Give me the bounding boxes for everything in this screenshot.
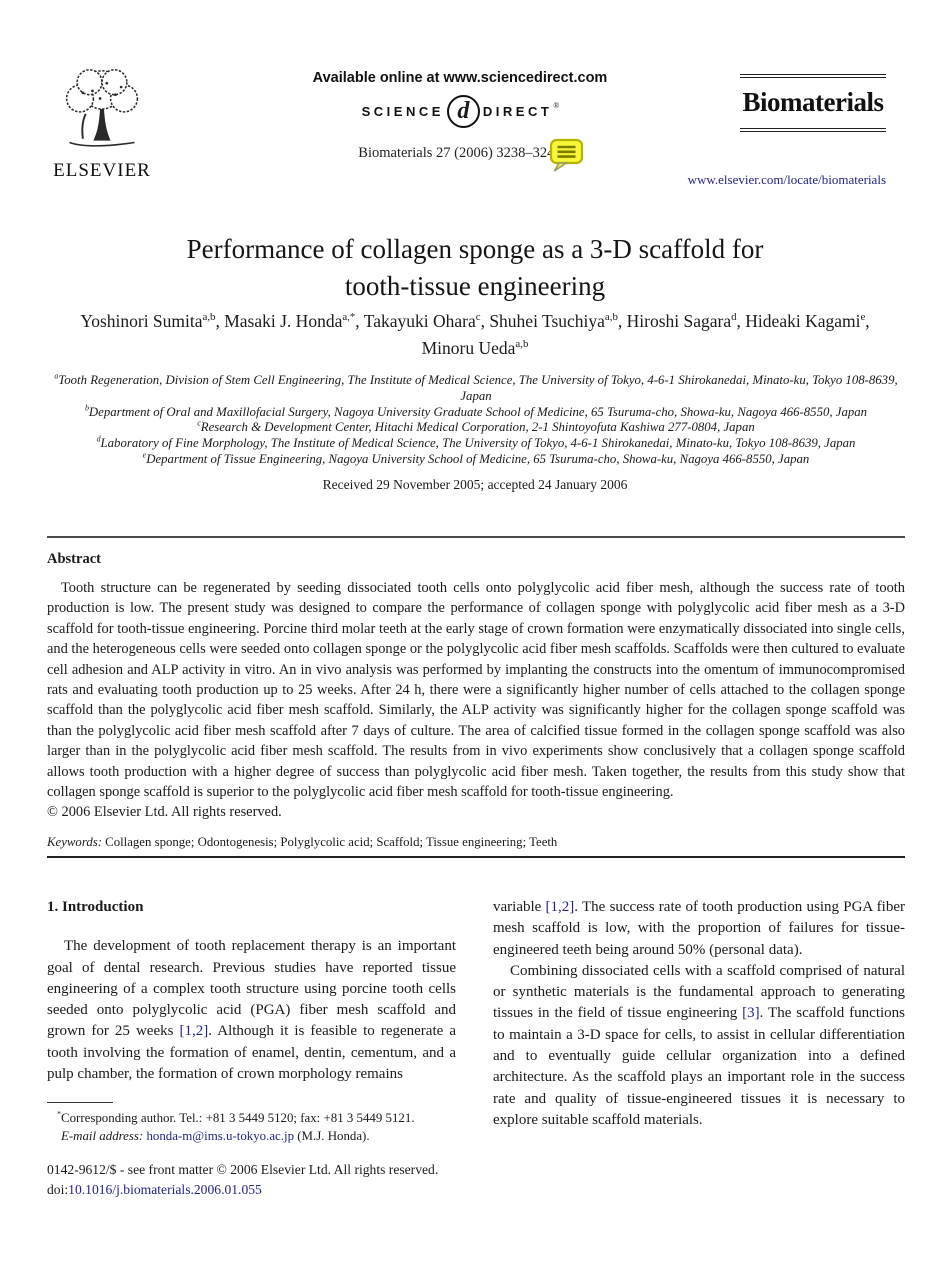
- elsevier-tree-icon: [65, 69, 139, 147]
- sciencedirect-d-icon: d: [446, 95, 480, 128]
- registered-mark: ®: [553, 101, 560, 110]
- affiliation-c: cResearch & Development Center, Hitachi …: [197, 419, 755, 435]
- author-list: Yoshinori Sumitaa,b, Masaki J. Hondaa,*,…: [80, 311, 870, 358]
- keywords-label: Keywords:: [47, 835, 102, 849]
- abstract-body: Tooth structure can be regenerated by se…: [47, 578, 905, 823]
- sciencedirect-logo[interactable]: SCIENCE d DIRECT ®: [255, 95, 665, 128]
- rule-decorative: [740, 128, 886, 132]
- footnote-rule: [47, 1102, 113, 1103]
- link[interactable]: honda-m@ims.u-tokyo.ac.jp: [146, 1128, 295, 1143]
- email-line: E-mail address: honda-m@ims.u-tokyo.ac.j…: [61, 1128, 370, 1143]
- journal-logo-block: Biomaterials: [740, 74, 886, 132]
- affiliation-d: dLaboratory of Fine Morphology, The Inst…: [96, 434, 856, 451]
- sciencedirect-word-left: SCIENCE: [361, 104, 444, 119]
- doi-line: doi:10.1016/j.biomaterials.2006.01.055: [47, 1181, 262, 1197]
- link[interactable]: [3]: [742, 1005, 760, 1022]
- right-column: variable [1,2]. The success rate of toot…: [493, 897, 905, 1131]
- keywords-line: Keywords: Collagen sponge; Odontogenesis…: [47, 835, 905, 850]
- available-online-text: Available online at www.sciencedirect.co…: [312, 70, 608, 86]
- title-line-2: tooth-tissue engineering: [344, 271, 606, 301]
- journal-name-logo: Biomaterials: [742, 87, 884, 117]
- article-title: Performance of collagen sponge as a 3-D …: [0, 231, 950, 305]
- journal-url-link[interactable]: www.elsevier.com/locate/biomaterials: [687, 172, 886, 187]
- affiliation-list: aTooth Regeneration, Division of Stem Ce…: [47, 371, 905, 468]
- horizontal-rule: [47, 536, 905, 538]
- abstract-heading: Abstract: [47, 551, 101, 567]
- title-line-1: Performance of collagen sponge as a 3-D …: [186, 234, 764, 264]
- sciencedirect-word-right: DIRECT: [482, 104, 553, 119]
- copyright-line: © 2006 Elsevier Ltd. All rights reserved…: [47, 804, 282, 821]
- rule-decorative: [740, 74, 886, 78]
- keywords-text: Collagen sponge; Odontogenesis; Polyglyc…: [101, 835, 558, 849]
- header-center: Available online at www.sciencedirect.co…: [255, 70, 665, 162]
- horizontal-rule: [47, 856, 905, 858]
- journal-citation: Biomaterials 27 (2006) 3238–3248: [358, 145, 562, 161]
- intro-paragraph-1-continued: variable [1,2]. The success rate of toot…: [493, 899, 905, 958]
- corresponding-author-footnote: *Corresponding author. Tel.: +81 3 5449 …: [47, 1102, 471, 1145]
- elsevier-wordmark: ELSEVIER: [53, 160, 151, 181]
- affiliation-e: eDepartment of Tissue Engineering, Nagoy…: [142, 450, 810, 466]
- link[interactable]: [1,2]: [545, 899, 575, 915]
- front-matter-footer: 0142-9612/$ - see front matter © 2006 El…: [47, 1160, 438, 1199]
- intro-paragraph-1: The development of tooth replacement the…: [47, 938, 457, 1083]
- comment-annotation-icon[interactable]: [548, 138, 586, 179]
- received-accepted-line: Received 29 November 2005; accepted 24 J…: [322, 477, 628, 492]
- abstract-paragraph: Tooth structure can be regenerated by se…: [47, 580, 905, 801]
- link[interactable]: [1,2]: [179, 1023, 209, 1040]
- corresponding-author-line: *Corresponding author. Tel.: +81 3 5449 …: [57, 1109, 415, 1125]
- intro-paragraph-2: Combining dissociated cells with a scaff…: [493, 962, 905, 1128]
- affiliation-b: bDepartment of Oral and Maxillofacial Su…: [84, 403, 868, 419]
- elsevier-logo-block: ELSEVIER: [44, 66, 160, 182]
- left-column: 1. Introduction The development of tooth…: [47, 897, 456, 1085]
- section-heading-introduction: 1. Introduction: [47, 899, 144, 915]
- issn-front-matter-line: 0142-9612/$ - see front matter © 2006 El…: [47, 1162, 439, 1177]
- link[interactable]: 10.1016/j.biomaterials.2006.01.055: [68, 1181, 262, 1197]
- affiliation-a: aTooth Regeneration, Division of Stem Ce…: [54, 371, 898, 403]
